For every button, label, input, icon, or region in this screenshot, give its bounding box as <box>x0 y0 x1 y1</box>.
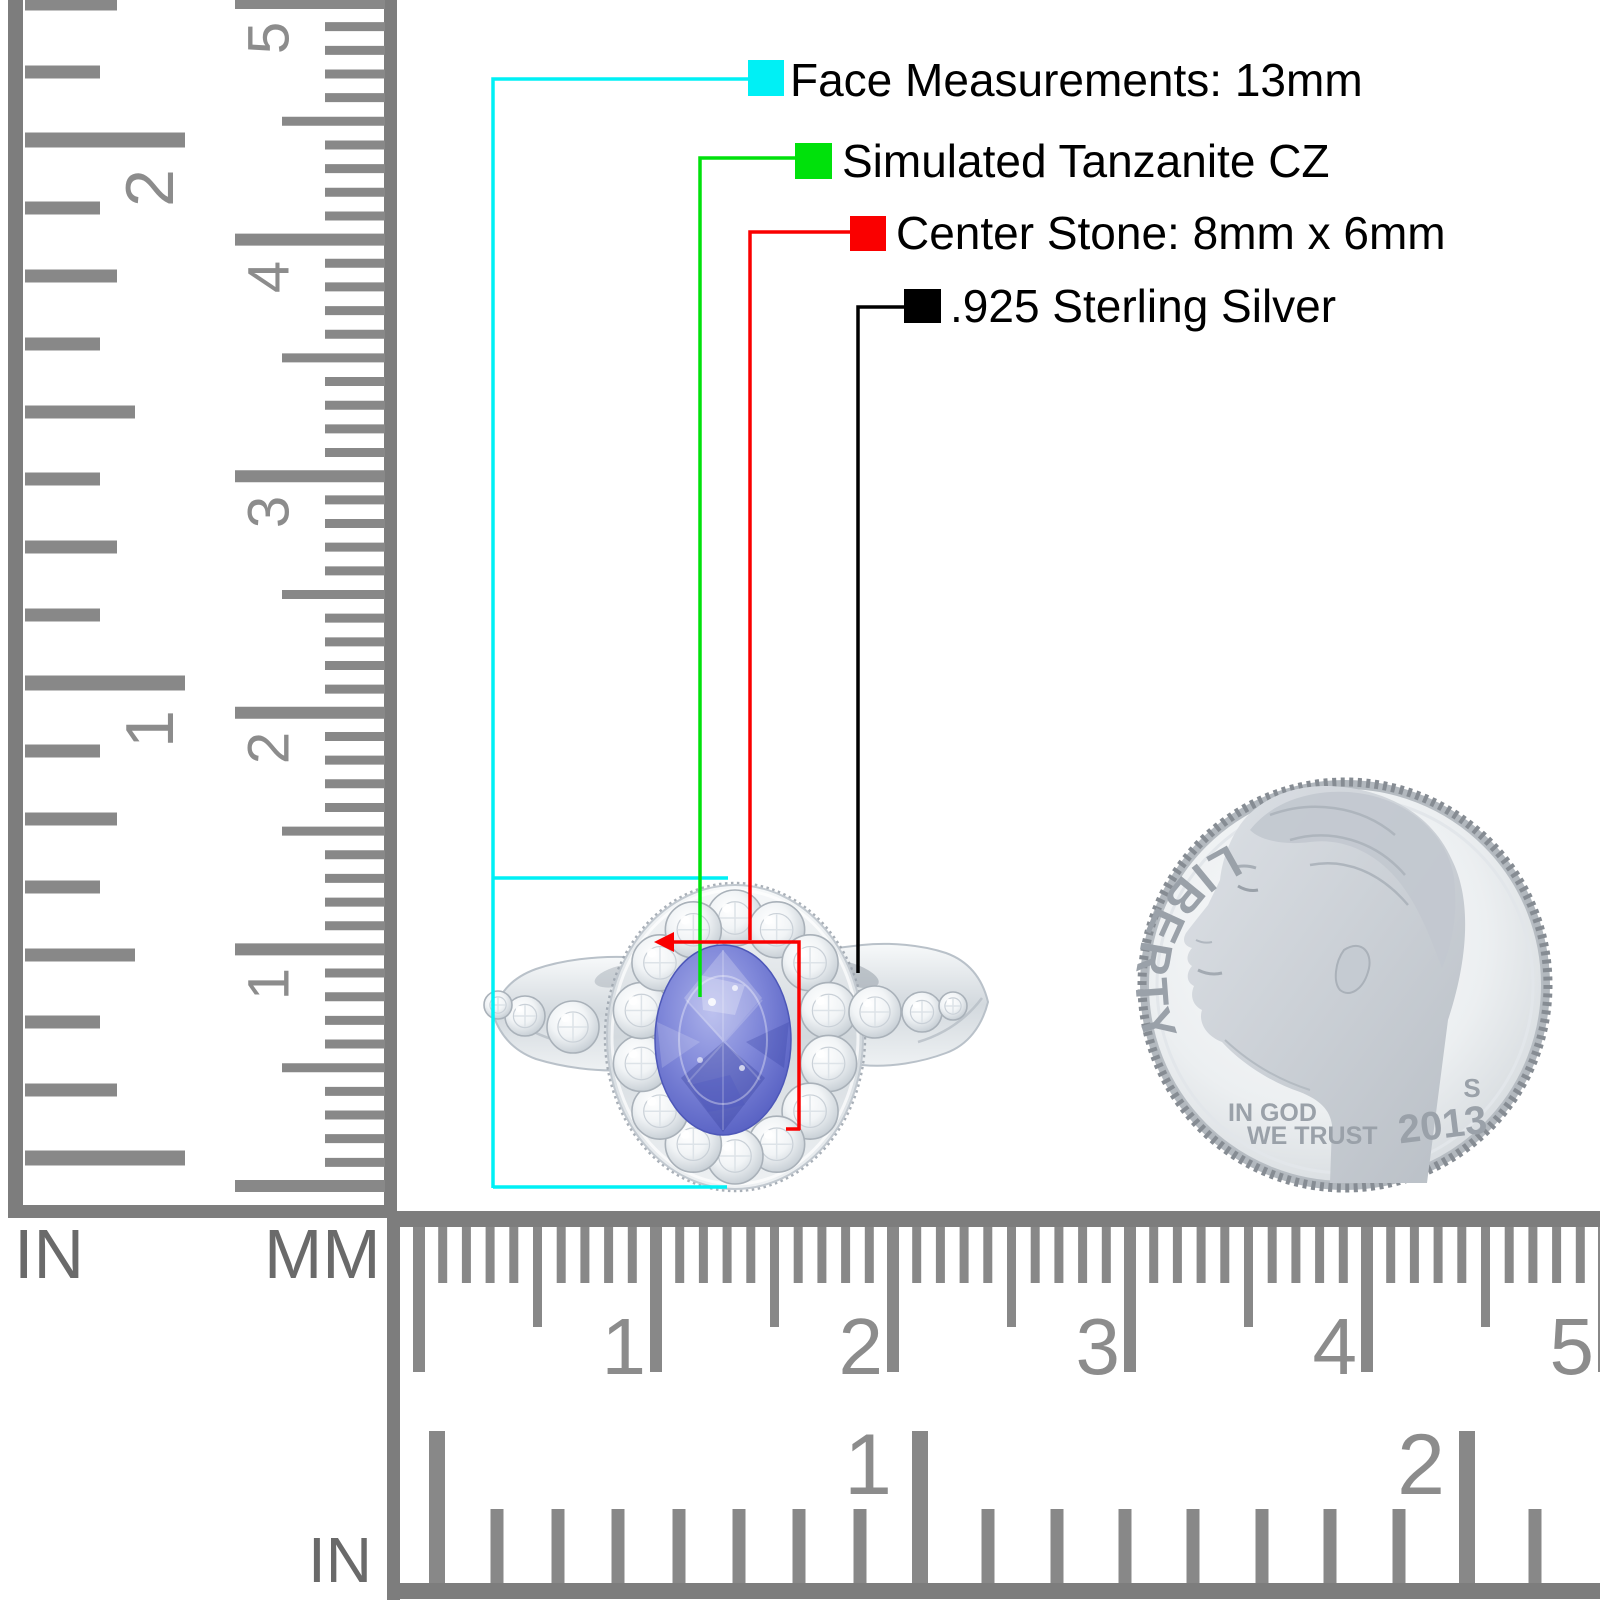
center-stone-tanzanite <box>654 944 792 1136</box>
callout-line-face-measurements <box>491 77 748 1189</box>
bottom-ruler-mm-number: 5 <box>1550 1302 1595 1391</box>
left-ruler-mm-number: 1 <box>236 968 301 1000</box>
face-measurements-swatch <box>748 60 784 96</box>
bottom-ruler-inch-unit-label: IN <box>308 1524 372 1596</box>
bottom-ruler: 1 2 3 4 5 1 2 IN <box>308 1211 1600 1600</box>
left-ruler-mm-number: 4 <box>236 261 301 293</box>
callout-line-center-stone <box>672 230 850 1131</box>
left-ruler-inch-number: 1 <box>112 710 188 748</box>
tanzanite-label: Simulated Tanzanite CZ <box>842 135 1330 187</box>
center-stone-label: Center Stone: 8mm x 6mm <box>896 207 1446 259</box>
left-ruler-bottom-edge <box>8 1205 397 1218</box>
left-ruler: 2 1 5 4 3 2 1 IN MM <box>8 0 397 1293</box>
bottom-ruler-inch-number: 2 <box>1397 1417 1445 1513</box>
left-ruler-inch-ticks <box>25 0 185 1166</box>
bottom-ruler-mm-ticks <box>413 1227 1600 1372</box>
callout-line-sterling-silver <box>856 305 904 973</box>
ring-image <box>483 881 990 1193</box>
coin-year: 2013 <box>1396 1098 1490 1153</box>
coin-reeded-edge <box>1137 777 1553 1193</box>
bottom-ruler-mm-number: 3 <box>1076 1302 1121 1391</box>
center-stone-arrowhead <box>654 932 674 952</box>
dime-coin: LIBERTY IN GOD WE TRUST S 2013 <box>1125 777 1553 1193</box>
left-ruler-mm-number: 5 <box>236 22 301 54</box>
sterling-silver-swatch <box>904 289 941 323</box>
bottom-ruler-inch-number: 1 <box>844 1417 892 1513</box>
left-ruler-mm-ticks <box>235 0 385 1192</box>
coin-motto-line2: WE TRUST <box>1247 1122 1378 1150</box>
coin-motto-line1: IN GOD <box>1228 1099 1317 1127</box>
bottom-ruler-mm-number: 4 <box>1313 1302 1358 1391</box>
band-cz-stones <box>483 985 968 1054</box>
halo-milgrain-edge <box>603 881 867 1193</box>
tanzanite-swatch <box>795 143 832 179</box>
band-shadow-right <box>917 997 983 1044</box>
left-ruler-inch-unit-label: IN <box>14 1215 84 1293</box>
left-ruler-mm-number: 3 <box>236 496 301 528</box>
bottom-ruler-top-edge <box>387 1211 1600 1227</box>
bottom-ruler-mm-number: 1 <box>602 1302 647 1391</box>
bottom-ruler-bottom-edge <box>387 1583 1600 1599</box>
left-ruler-mm-number: 2 <box>236 732 301 764</box>
bottom-ruler-mm-number: 2 <box>839 1302 884 1391</box>
left-ruler-outer-edge <box>8 0 23 1218</box>
coin-mint-mark: S <box>1463 1073 1480 1103</box>
left-ruler-inner-edge <box>384 0 397 1218</box>
left-ruler-inch-number: 2 <box>112 169 188 207</box>
roosevelt-profile <box>1184 785 1466 1183</box>
face-measurements-label: Face Measurements: 13mm <box>790 54 1363 106</box>
callout-legend: Face Measurements: 13mm Simulated Tanzan… <box>748 54 1446 332</box>
bottom-ruler-left-edge <box>387 1211 400 1600</box>
left-ruler-mm-unit-label: MM <box>264 1215 381 1293</box>
callout-line-tanzanite <box>698 156 795 997</box>
center-stone-swatch <box>850 216 886 251</box>
bottom-ruler-inch-ticks <box>429 1431 1542 1583</box>
sterling-silver-label: .925 Sterling Silver <box>950 280 1336 332</box>
